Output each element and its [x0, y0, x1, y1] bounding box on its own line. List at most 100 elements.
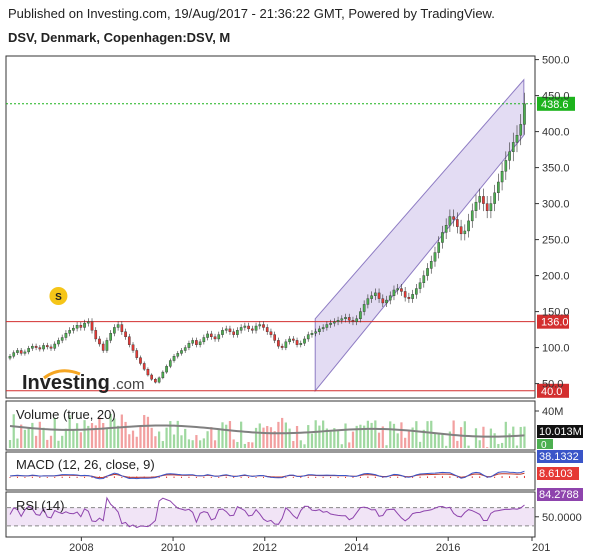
candle [49, 346, 53, 349]
candle [116, 324, 120, 328]
candle [206, 333, 209, 338]
candle [135, 350, 139, 358]
volume-bar [150, 427, 153, 448]
candle [45, 345, 49, 348]
volume-bar [38, 421, 41, 448]
candle [180, 350, 183, 354]
x-tick-label: 2008 [69, 542, 93, 554]
volume-panel[interactable] [5, 400, 536, 451]
candle [258, 324, 262, 327]
candle [523, 103, 526, 125]
candle [72, 327, 75, 331]
volume-bar [98, 417, 101, 448]
logo-suffix: .com [112, 376, 145, 393]
price-tick-label: 400.0 [542, 127, 570, 139]
candle [321, 327, 325, 330]
candle [388, 295, 392, 301]
volume-bar [389, 421, 392, 448]
price-tick-label: 150.0 [542, 307, 570, 319]
rsi-line [9, 496, 525, 529]
candle [448, 216, 452, 226]
candle [426, 268, 429, 276]
candle [250, 328, 254, 331]
volume-bar [187, 439, 191, 448]
volume-bar [161, 441, 164, 448]
candle [325, 324, 329, 328]
volume-bar [53, 417, 56, 448]
signal-badge-label: 8.6103 [539, 468, 573, 480]
volume-bar [322, 420, 325, 448]
candle [347, 317, 351, 321]
signal-badge [537, 467, 579, 480]
volume-bar [515, 445, 519, 448]
volume-bar [251, 442, 254, 448]
volume-bar [113, 418, 116, 448]
volume-bar [426, 421, 429, 448]
candle [176, 353, 180, 357]
candle [187, 343, 191, 348]
candle [441, 232, 444, 243]
candle [124, 331, 127, 338]
price-panel[interactable] [5, 55, 536, 399]
volume-small-badge-label: 0 [541, 440, 547, 451]
candle [265, 327, 269, 332]
candle [444, 224, 448, 233]
candle [213, 336, 217, 340]
published-caption: Published on Investing.com, 19/Aug/2017 … [8, 6, 495, 21]
candle [366, 298, 370, 305]
candle [195, 340, 198, 345]
volume-bar [64, 428, 68, 448]
volume-bar [512, 426, 515, 448]
candle [280, 345, 284, 348]
candle [209, 333, 213, 338]
candle [284, 341, 288, 348]
candle [154, 379, 157, 383]
candle [60, 337, 64, 341]
volume-bar [109, 413, 112, 448]
candle [262, 324, 265, 328]
candle [224, 328, 228, 331]
candle [243, 325, 247, 328]
volume-bar [355, 425, 358, 448]
volume-bar [459, 427, 463, 448]
volume-bar [448, 431, 452, 448]
volume-bar [146, 416, 150, 448]
candle [429, 261, 433, 269]
volume-bar [16, 438, 19, 448]
candle [355, 318, 359, 322]
candle [131, 344, 135, 351]
candle [198, 341, 202, 345]
candle [269, 331, 273, 335]
volume-label: Volume (true, 20) [16, 407, 116, 422]
candle [232, 331, 235, 335]
volume-bar [478, 440, 481, 448]
candle [168, 360, 172, 367]
volume-bar [247, 442, 250, 448]
macd-panel[interactable] [5, 451, 536, 491]
volume-bar [217, 429, 220, 448]
volume-bar [284, 422, 287, 448]
volume-badge [537, 425, 583, 438]
volume-bar [116, 425, 120, 448]
volume-bar [329, 431, 332, 448]
candle [497, 181, 500, 194]
candle [288, 338, 291, 343]
volume-bar [169, 421, 172, 448]
volume-bar [68, 415, 71, 448]
candle [396, 288, 400, 291]
price-tick-label: 350.0 [542, 163, 570, 175]
candle [340, 318, 344, 321]
volume-bar [333, 428, 336, 448]
macd-line [9, 470, 525, 480]
candle [120, 324, 124, 332]
volume-bar [72, 429, 75, 448]
volume-bar [318, 425, 321, 448]
volume-bar [407, 431, 411, 448]
price-tick-label: 300.0 [542, 199, 570, 211]
rsi-badge [537, 488, 583, 501]
volume-bar [228, 421, 232, 448]
macd-badge-label: 38.1332 [539, 451, 579, 463]
volume-bar [46, 439, 49, 448]
candle [318, 328, 321, 332]
